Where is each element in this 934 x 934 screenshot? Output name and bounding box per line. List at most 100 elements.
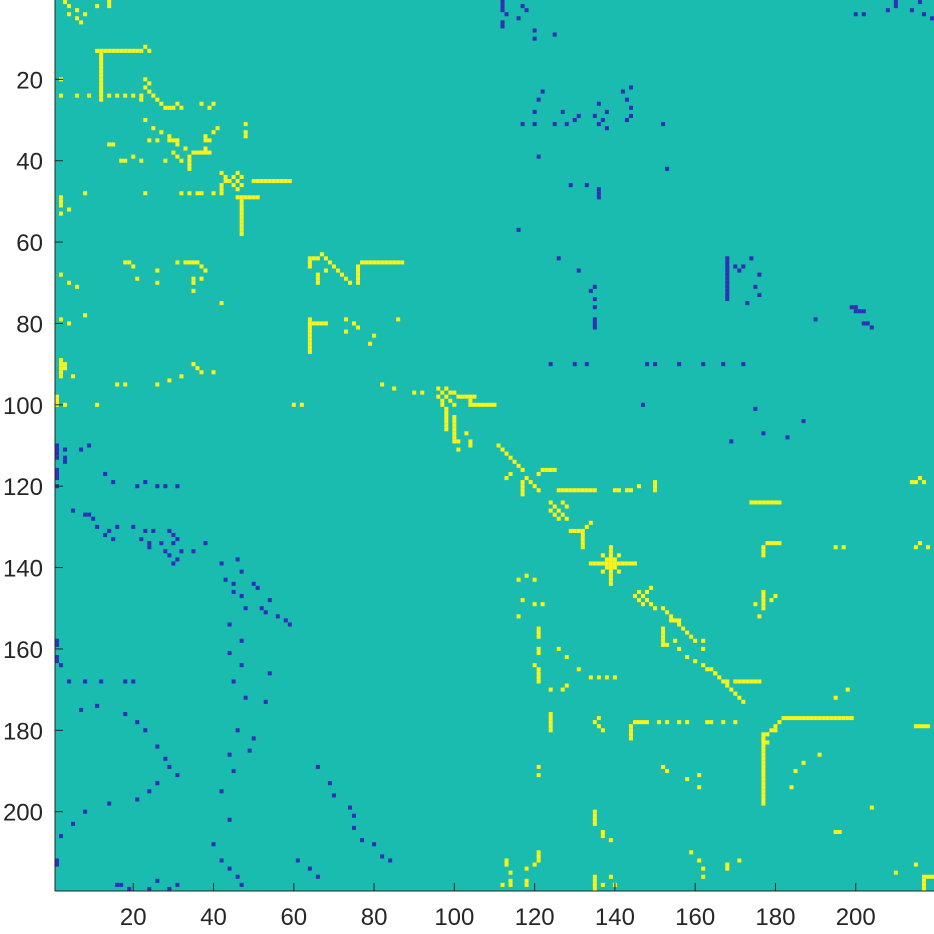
heatmap-cell-negative — [849, 305, 854, 310]
heatmap-cell-positive — [468, 443, 473, 448]
heatmap-cell-positive — [251, 179, 256, 184]
heatmap-cell-positive — [548, 716, 553, 721]
heatmap-cell-positive — [99, 85, 104, 90]
heatmap-cell-positive — [235, 179, 240, 184]
heatmap-cell-negative — [885, 8, 890, 13]
heatmap-cell-positive — [191, 280, 196, 285]
heatmap-cell-positive — [239, 231, 244, 236]
heatmap-cell-positive — [444, 410, 449, 415]
heatmap-cell-negative — [219, 789, 224, 794]
heatmap-cell-positive — [733, 720, 738, 725]
heatmap-cell-positive — [713, 671, 718, 676]
heatmap-cell-negative — [111, 480, 116, 485]
heatmap-cell-negative — [721, 362, 726, 367]
heatmap-cell-positive — [352, 321, 357, 326]
heatmap-cell-positive — [131, 264, 136, 269]
heatmap-cell-positive — [761, 736, 766, 741]
heatmap-cell-negative — [163, 549, 168, 554]
heatmap-cell-positive — [107, 0, 112, 5]
heatmap-cell-positive — [809, 716, 814, 721]
heatmap-cell-positive — [628, 488, 633, 493]
heatmap-cell-positive — [548, 724, 553, 729]
heatmap-cell-positive — [191, 362, 196, 367]
heatmap-cell-negative — [175, 773, 180, 778]
heatmap-cell-positive — [307, 325, 312, 330]
heatmap-cell-negative — [532, 109, 537, 114]
y-ticks: 20 40 60 80 100 120 140 160 180 200 — [3, 67, 63, 827]
heatmap-cell-negative — [861, 309, 866, 314]
heatmap-cell-positive — [841, 716, 846, 721]
heatmap-cell-negative — [388, 858, 393, 863]
heatmap-cell-positive — [468, 394, 473, 399]
heatmap-cell-positive — [653, 606, 658, 611]
heatmap-cell-negative — [239, 569, 244, 574]
heatmap-cell-positive — [592, 821, 597, 826]
heatmap-cell-positive — [556, 508, 561, 513]
heatmap-cell-negative — [55, 467, 60, 472]
heatmap-cell-positive — [239, 223, 244, 228]
heatmap-cell-positive — [761, 598, 766, 603]
heatmap-cell-positive — [103, 48, 108, 53]
heatmap-cell-negative — [917, 0, 922, 5]
heatmap-cell-positive — [119, 48, 124, 53]
heatmap-cell-positive — [219, 187, 224, 192]
heatmap-cell-positive — [512, 459, 517, 464]
heatmap-cell-positive — [444, 386, 449, 391]
heatmap-cell-positive — [616, 488, 621, 493]
heatmap-cell-positive — [520, 467, 525, 472]
heatmap-cell-positive — [693, 659, 698, 664]
x-tick-label: 120 — [515, 904, 555, 931]
heatmap-cell-positive — [765, 541, 770, 546]
heatmap-cell-positive — [211, 370, 216, 375]
heatmap-cell-negative — [239, 594, 244, 599]
heatmap-cell-positive — [67, 207, 72, 212]
heatmap-cell-positive — [356, 325, 361, 330]
heatmap-cell-positive — [544, 467, 549, 472]
heatmap-cell-positive — [83, 12, 88, 17]
heatmap-cell-negative — [592, 321, 597, 326]
heatmap-cell-positive — [661, 630, 666, 635]
heatmap-cell-positive — [568, 528, 573, 533]
heatmap-cell-positive — [123, 260, 128, 265]
heatmap-cell-positive — [540, 467, 545, 472]
heatmap-cell-positive — [528, 480, 533, 485]
heatmap-cell-positive — [159, 101, 164, 106]
heatmap-cell-positive — [67, 321, 72, 326]
heatmap-cell-negative — [147, 545, 152, 550]
heatmap-cell-negative — [71, 821, 76, 826]
heatmap-cell-positive — [368, 341, 373, 346]
heatmap-cell-negative — [175, 537, 180, 542]
heatmap-cell-positive — [179, 105, 184, 110]
heatmap-cell-positive — [452, 439, 457, 444]
heatmap-cell-negative — [576, 268, 581, 273]
heatmap-cell-negative — [725, 280, 730, 285]
heatmap-cell-negative — [251, 581, 256, 586]
heatmap-cell-positive — [179, 158, 184, 163]
heatmap-cell-negative — [171, 532, 176, 538]
heatmap-cell-positive — [239, 207, 244, 212]
heatmap-cell-positive — [452, 419, 457, 424]
heatmap-cell-negative — [857, 309, 862, 314]
heatmap-cell-positive — [219, 191, 224, 196]
heatmap-cell-positive — [520, 488, 525, 493]
x-axis: 20 40 60 80 100 120 140 160 180 200 — [55, 883, 934, 931]
heatmap-cell-positive — [552, 504, 557, 509]
heatmap-cell-positive — [191, 260, 196, 265]
heatmap-cell-positive — [187, 166, 192, 171]
heatmap-cell-negative — [275, 614, 280, 619]
heatmap-cell-negative — [143, 728, 148, 733]
heatmap-cell-positive — [701, 874, 706, 879]
heatmap-cell-positive — [147, 81, 152, 86]
heatmap-cell-positive — [568, 488, 573, 493]
heatmap-cell-positive — [608, 838, 613, 843]
heatmap-cell-negative — [87, 512, 92, 517]
heatmap-cell-positive — [689, 850, 694, 855]
heatmap-cell-positive — [372, 260, 377, 265]
heatmap-cell-positive — [460, 394, 465, 399]
heatmap-cell-positive — [452, 414, 457, 420]
heatmap-cell-negative — [175, 882, 180, 887]
heatmap-cell-positive — [705, 667, 710, 672]
heatmap-cell-positive — [175, 154, 180, 159]
heatmap-cell-positive — [444, 423, 449, 428]
heatmap-cell-positive — [123, 93, 128, 98]
